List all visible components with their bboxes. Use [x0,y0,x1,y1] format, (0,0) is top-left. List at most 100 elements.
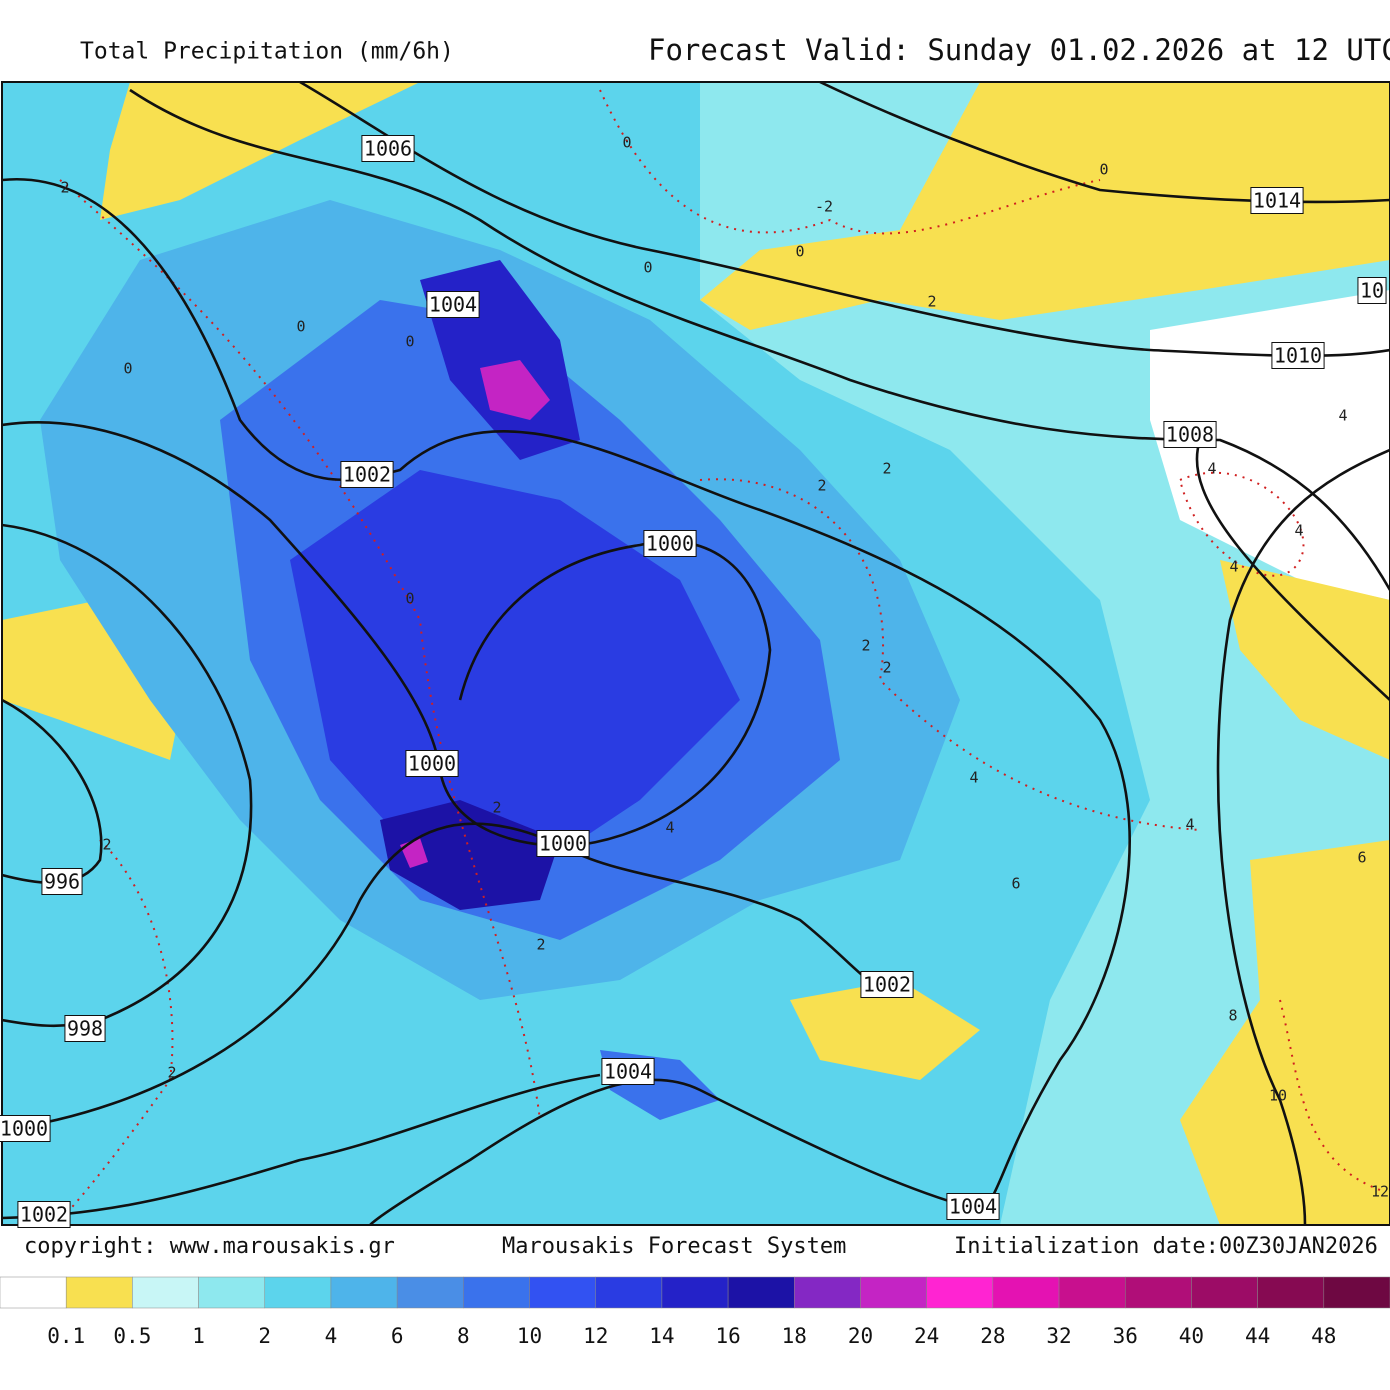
copyright: copyright: www.marousakis.gr [24,1234,395,1259]
map-title: Total Precipitation (mm/6h) [80,39,454,65]
legend-level-label: 44 [1245,1324,1270,1348]
isobar-label: 1008 [1166,423,1214,447]
isotherm-label: 2 [882,659,891,677]
legend-level-label: 28 [980,1324,1005,1348]
isotherm-label: 2 [167,1064,176,1082]
isotherm-label: 2 [102,836,111,854]
legend-level-label: 2 [258,1324,271,1348]
isobar-label-box [41,868,83,895]
legend-level-label: 4 [325,1324,338,1348]
legend-swatch [661,1276,729,1309]
isobar-label-box [1163,421,1217,448]
legend-swatch [992,1276,1060,1309]
legend-level-label: 12 [583,1324,608,1348]
precip-field [1150,290,1390,600]
isobar-label-box [64,1015,106,1042]
precip-field [790,980,980,1080]
legend-level-label: 0.1 [47,1324,85,1348]
isobar-label-box [1357,277,1387,304]
isobar-label: 1000 [0,1117,48,1141]
legend-swatch [529,1276,596,1309]
legend-level-label: 10 [517,1324,542,1348]
isotherm-label: 8 [1228,1007,1237,1025]
isotherm-label: 0 [123,360,132,378]
isotherm-label: 2 [861,637,870,655]
precip-field [100,82,420,220]
isotherm-label: 2 [927,293,936,311]
init-date: Initialization date:00Z30JAN2026 [954,1234,1378,1259]
isotherm-label: 4 [665,819,674,837]
legend-swatch [1058,1276,1126,1309]
legend-level-label: 1 [192,1324,205,1348]
isotherm-label: 2 [536,936,545,954]
precip-field [700,82,1390,330]
isotherm-label: 0 [405,333,414,351]
isobar-label: 1010 [1274,344,1322,368]
legend-level-label: 20 [848,1324,873,1348]
isobar-label-box [340,461,394,488]
legend-level-label: 16 [715,1324,740,1348]
map-frame [1,81,1390,1226]
legend-swatch [132,1276,199,1309]
isotherm-label: 4 [969,769,978,787]
precip-field [380,800,560,910]
legend-level-label: 24 [914,1324,939,1348]
isotherm-label: 0 [643,259,652,277]
isotherm-label: 10 [1269,1087,1287,1105]
legend-swatch [463,1276,530,1309]
legend-level-label: 40 [1179,1324,1204,1348]
isotherm-label: 4 [1207,460,1216,478]
isobar-label: 996 [44,870,80,894]
isobar-label: 1000 [539,832,587,856]
isobar-label-box [17,1201,71,1228]
precip-field [1180,840,1390,1225]
isobar-label: 1002 [20,1203,68,1227]
isotherm-label: 2 [882,460,891,478]
legend-level-label: 48 [1311,1324,1336,1348]
legend-level-label: 8 [457,1324,470,1348]
isobar-labels: 1006 1004 1002 1000 1000 1000 1002 1004 … [0,135,1387,1228]
isobar-label: 1006 [364,137,412,161]
isotherm-label: 0 [622,134,631,152]
isobar-label: 1002 [343,463,391,487]
precip-field [480,360,550,420]
isobar-label-box [946,1193,1000,1220]
precip-field [1220,560,1390,760]
legend-level-label: 0.5 [113,1324,151,1348]
isotherm-label: 4 [1185,816,1194,834]
isobar-label: 1000 [646,532,694,556]
legend-swatch [1323,1276,1390,1309]
isobar-label: 1004 [429,293,477,317]
legend-swatch [65,1276,133,1309]
precip-field [290,470,740,880]
isobar-label-box [1271,342,1325,369]
legend-swatch [198,1276,266,1309]
legend-level-label: 14 [649,1324,674,1348]
isobar-label-box [405,750,459,777]
forecast-valid: Forecast Valid: Sunday 01.02.2026 at 12 … [648,33,1390,67]
legend-swatch [1257,1276,1325,1309]
legend-swatch [860,1276,927,1309]
legend-swatch [396,1276,464,1309]
isobar-label: 1014 [1253,189,1301,213]
isobar-label: 1004 [949,1195,997,1219]
isobar-label-box [426,291,480,318]
isotherm-label: 0 [405,590,414,608]
isotherm-label: 6 [1357,849,1366,867]
isobar-label-box [601,1058,655,1085]
isotherm-label: 12 [1371,1183,1389,1201]
isotherm-labels: 0 0 0 0 0 0 0 -2 0 2 2 2 2 2 2 2 2 2 4 4… [60,134,1389,1201]
legend-swatch [727,1276,795,1309]
isotherm-label: 0 [795,243,804,261]
isobar-label: 1002 [863,973,911,997]
legend-swatch [330,1276,398,1309]
isobar-label-box [643,530,697,557]
legend-level-label: 18 [782,1324,807,1348]
isotherm-label: 2 [817,477,826,495]
legend-level-label: 32 [1046,1324,1071,1348]
isotherm-label: 4 [1294,522,1303,540]
legend-swatch [0,1276,67,1309]
isotherm-label: 0 [296,318,305,336]
color-legend: 0.1 0.5 1 2 4 6 8 10 12 14 16 18 20 24 28 32 36 40 44 48 [0,1276,1390,1348]
